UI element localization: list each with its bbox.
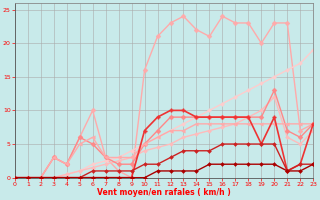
X-axis label: Vent moyen/en rafales ( km/h ): Vent moyen/en rafales ( km/h ): [97, 188, 231, 197]
